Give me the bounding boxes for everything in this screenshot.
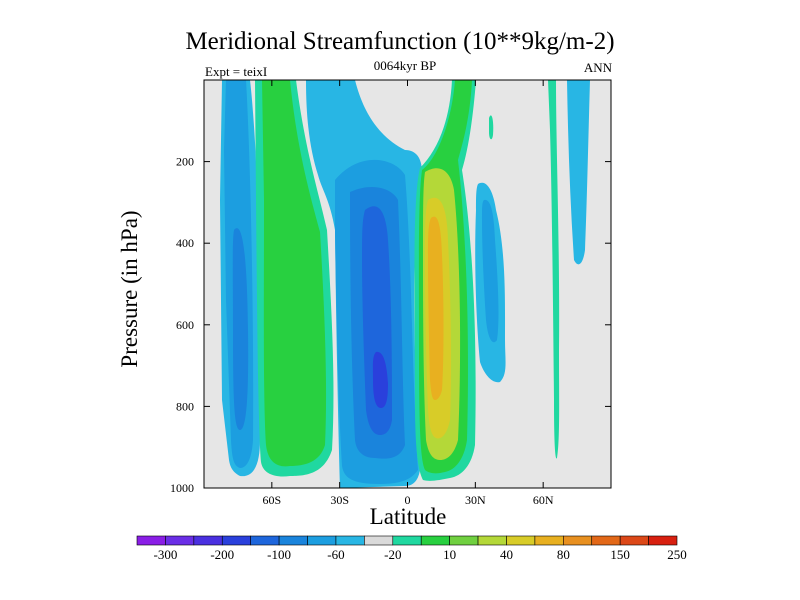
contour-neg-200-tropics xyxy=(372,351,388,408)
colorbar-swatch xyxy=(165,535,195,546)
colorbar-swatch xyxy=(364,535,394,546)
colorbar-label: 150 xyxy=(610,547,630,562)
contour-fills xyxy=(220,80,590,488)
colorbar-swatch xyxy=(648,535,678,546)
y-ticks: 200 400 600 800 1000 xyxy=(170,155,611,495)
colorbar-label: 40 xyxy=(500,547,513,562)
chart-subtitle: 0064kyr BP xyxy=(373,58,437,73)
colorbar-label: -20 xyxy=(384,547,401,562)
colorbar-swatch xyxy=(534,535,564,546)
colorbar-swatch xyxy=(563,535,593,546)
colorbar-swatch xyxy=(591,535,621,546)
contour-neg-60-far-left xyxy=(232,228,249,430)
colorbar-swatch xyxy=(136,535,166,546)
y-tick-label: 1000 xyxy=(170,481,194,495)
colorbar-swatch xyxy=(307,535,337,546)
colorbar-swatch xyxy=(278,535,308,546)
x-tick-label: 0 xyxy=(405,493,411,507)
colorbar-swatch xyxy=(193,535,223,546)
x-tick-label: 30N xyxy=(465,493,486,507)
contour-pos-40-sh xyxy=(262,80,327,467)
x-tick-label: 60S xyxy=(262,493,281,507)
contour-neg-40-nh-mid xyxy=(482,199,499,343)
colorbar-label: -100 xyxy=(267,547,291,562)
colorbar-label: 250 xyxy=(667,547,687,562)
colorbar-label: -60 xyxy=(327,547,344,562)
contour-pos-10-nh-spot xyxy=(489,115,494,140)
chart-title: Meridional Streamfunction (10**9kg/m-2) xyxy=(185,28,615,55)
contour-pos-10-nh-sliver xyxy=(548,80,560,459)
x-ticks: 60S 30S 0 30N 60N xyxy=(262,80,554,507)
colorbar-swatch xyxy=(420,535,450,546)
colorbar-swatch xyxy=(449,535,479,546)
colorbar-label: -300 xyxy=(153,547,177,562)
x-axis-label: Latitude xyxy=(369,504,447,529)
x-tick-label: 60N xyxy=(533,493,554,507)
colorbar-label: -200 xyxy=(210,547,234,562)
colorbar-swatch xyxy=(477,535,507,546)
colorbar-swatch xyxy=(506,535,536,546)
experiment-label: Expt = teixI xyxy=(205,64,268,79)
colorbar-swatch xyxy=(392,535,422,546)
colorbar-swatch xyxy=(619,535,649,546)
x-tick-label: 30S xyxy=(330,493,349,507)
colorbar-label: 10 xyxy=(443,547,456,562)
y-tick-label: 400 xyxy=(176,236,194,250)
season-label: ANN xyxy=(583,60,612,75)
y-tick-label: 600 xyxy=(176,318,194,332)
y-tick-label: 200 xyxy=(176,155,194,169)
colorbar: -300 -200 -100 -60 -20 10 40 80 150 250 xyxy=(136,535,687,562)
colorbar-swatch xyxy=(250,535,280,546)
y-tick-label: 800 xyxy=(176,399,194,413)
colorbar-label: 80 xyxy=(557,547,570,562)
colorbar-swatch xyxy=(335,535,365,546)
contour-pos-250-nh xyxy=(428,216,444,400)
contour-neg-20-far-right xyxy=(567,80,590,265)
colorbar-swatch xyxy=(221,535,251,546)
